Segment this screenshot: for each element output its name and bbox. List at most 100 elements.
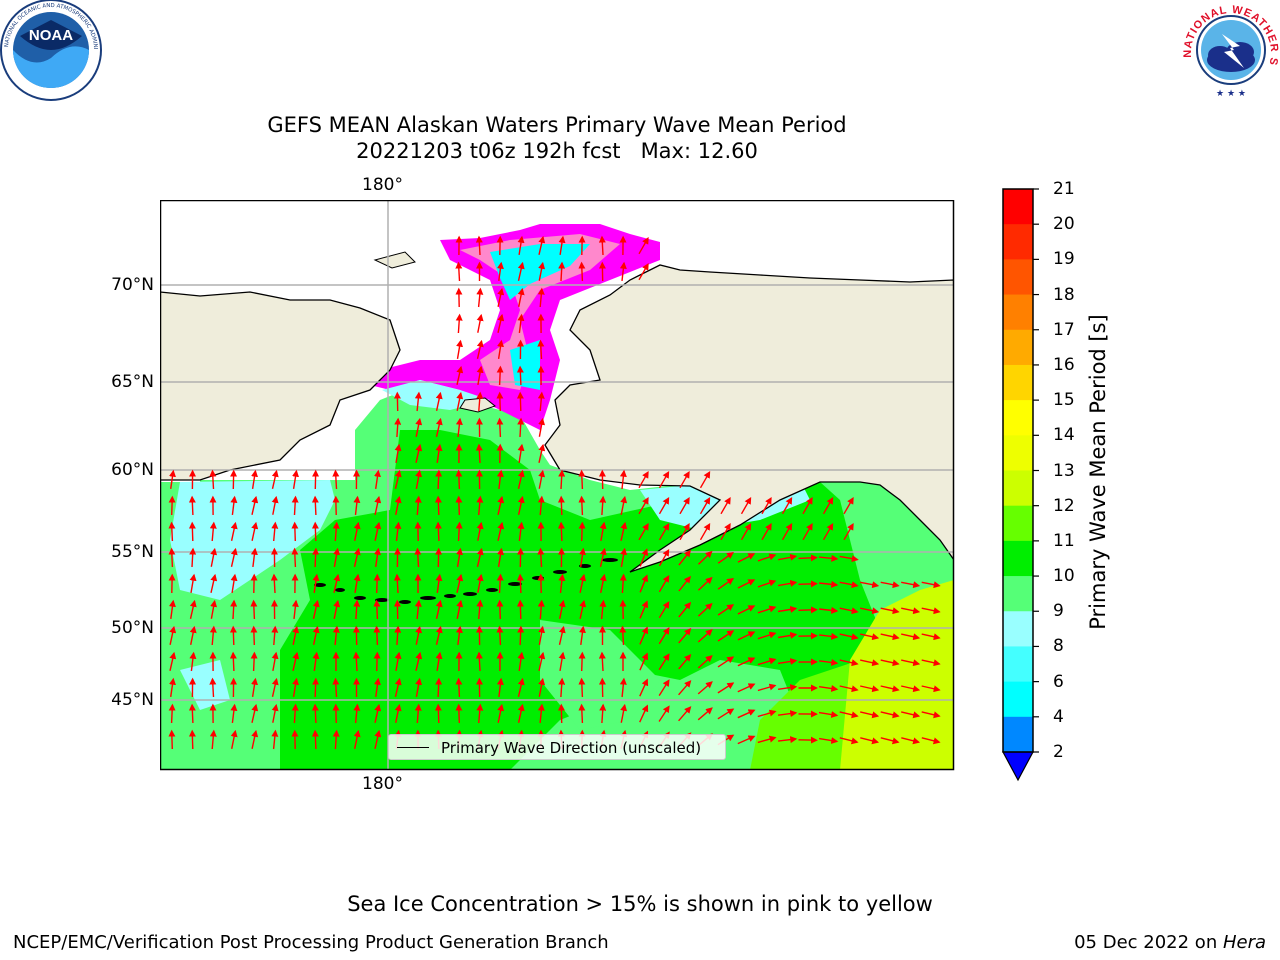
wave-direction-arrow — [332, 469, 340, 490]
wave-direction-arrow — [250, 651, 258, 672]
wave-direction-arrow — [455, 313, 463, 334]
open-water-strait — [510, 340, 540, 390]
wave-direction-arrow — [579, 599, 587, 619]
wave-direction-arrow — [698, 550, 713, 565]
colorbar-band — [1003, 364, 1033, 401]
wave-direction-arrow — [818, 554, 839, 562]
wave-direction-arrow — [639, 574, 649, 593]
wave-direction-arrow — [373, 573, 381, 594]
wave-direction-arrow — [311, 521, 319, 542]
wave-direction-arrow — [497, 339, 504, 360]
wave-direction-arrow — [394, 469, 402, 489]
wave-direction-arrow — [517, 235, 525, 256]
wave-direction-arrow — [250, 625, 258, 646]
wave-direction-arrow — [839, 633, 859, 641]
wave-direction-arrow — [777, 631, 798, 639]
wave-direction-arrow — [658, 574, 670, 593]
wave-direction-arrow — [332, 729, 340, 750]
wave-direction-arrow — [517, 677, 525, 697]
wave-direction-arrow — [456, 365, 464, 385]
wave-direction-arrow — [757, 683, 777, 692]
wave-direction-arrow — [638, 522, 649, 541]
wave-direction-arrow — [737, 631, 756, 641]
wave-direction-arrow — [312, 625, 320, 645]
wave-direction-arrow — [455, 521, 463, 542]
wave-direction-arrow — [352, 651, 360, 672]
wave-direction-arrow — [229, 651, 237, 672]
wave-direction-arrow — [558, 261, 566, 282]
wave-direction-arrow — [880, 581, 900, 589]
wave-direction-arrow — [880, 607, 900, 615]
wave-direction-arrow — [169, 651, 177, 671]
wave-direction-arrow — [497, 287, 505, 307]
wave-direction-arrow — [373, 651, 381, 672]
wave-direction-arrow — [291, 547, 299, 568]
wave-direction-arrow — [798, 606, 818, 614]
wave-direction-arrow — [332, 625, 340, 646]
wave-direction-arrow — [333, 599, 341, 619]
wave-direction-arrow — [271, 677, 279, 697]
wave-direction-arrow — [537, 547, 545, 568]
wave-direction-arrow — [517, 495, 525, 515]
lat-label-45: 45°N — [111, 690, 154, 710]
wave-direction-arrow — [415, 443, 423, 463]
wave-direction-arrow — [496, 391, 504, 412]
wave-direction-arrow — [251, 703, 259, 723]
wave-direction-arrow — [455, 495, 463, 516]
wave-direction-arrow — [757, 631, 777, 640]
wave-direction-arrow — [517, 287, 525, 307]
wave-direction-arrow — [435, 573, 443, 593]
wave-direction-arrow — [291, 703, 299, 724]
wave-direction-arrow — [516, 573, 524, 594]
wave-direction-arrow — [251, 729, 259, 749]
wave-direction-arrow — [188, 729, 196, 750]
wave-direction-arrow — [476, 287, 484, 308]
wave-direction-arrow — [678, 549, 691, 566]
wave-direction-arrow — [901, 737, 921, 745]
wave-direction-arrow — [188, 703, 196, 724]
wave-direction-arrow — [271, 625, 279, 646]
wave-direction-arrow — [476, 495, 484, 516]
colorbar-tick-label: 8 — [1053, 636, 1064, 657]
national-weather-service-logo-icon: NATIONAL WEATHER SERVICE ★ ★ ★ — [1178, 0, 1279, 99]
wave-direction-arrow — [435, 625, 443, 645]
wave-direction-arrow — [435, 417, 443, 437]
wave-direction-arrow — [761, 496, 772, 515]
wave-direction-arrow — [921, 581, 941, 589]
wave-direction-arrow — [188, 521, 196, 542]
wave-direction-arrow — [697, 629, 713, 643]
wave-direction-arrow — [578, 703, 586, 724]
wave-direction-arrow — [678, 706, 692, 722]
wave-direction-arrow — [332, 677, 340, 698]
wave-direction-arrow — [777, 579, 798, 587]
wave-direction-arrow — [737, 657, 756, 667]
wave-direction-arrow — [819, 658, 839, 666]
wave-direction-arrow — [599, 703, 607, 724]
colorbar-title-text: Primary Wave Mean Period [s] — [1086, 314, 1110, 630]
wave-direction-arrow — [599, 495, 607, 516]
wave-direction-arrow — [435, 677, 443, 698]
wave-direction-arrow — [516, 365, 524, 386]
wave-direction-arrow — [517, 469, 525, 489]
wave-direction-arrow — [717, 708, 735, 720]
wave-direction-arrow — [781, 522, 793, 541]
wave-direction-arrow — [497, 547, 504, 568]
wave-direction-arrow — [860, 737, 880, 745]
wave-direction-arrow — [717, 656, 735, 668]
colorbar-extend-arrow — [1001, 751, 1035, 782]
wave-direction-arrow — [778, 553, 798, 561]
wave-direction-arrow — [312, 573, 320, 594]
wave-direction-arrow — [537, 703, 545, 724]
colorbar-tick-label: 6 — [1053, 671, 1064, 692]
wave-direction-arrow — [819, 606, 839, 614]
wave-direction-arrow — [679, 470, 690, 489]
wave-direction-arrow — [435, 443, 443, 464]
wave-direction-arrow — [271, 469, 279, 489]
wave-period-map — [160, 200, 955, 771]
wave-direction-arrow — [251, 677, 258, 698]
colorbar-tick-label: 9 — [1053, 601, 1064, 622]
wave-direction-arrow — [517, 703, 525, 723]
wave-direction-arrow — [737, 579, 756, 589]
wave-direction-arrow — [757, 605, 777, 614]
chart-subtitle: 20221203 t06z 192h fcst Max: 12.60 — [356, 139, 758, 163]
